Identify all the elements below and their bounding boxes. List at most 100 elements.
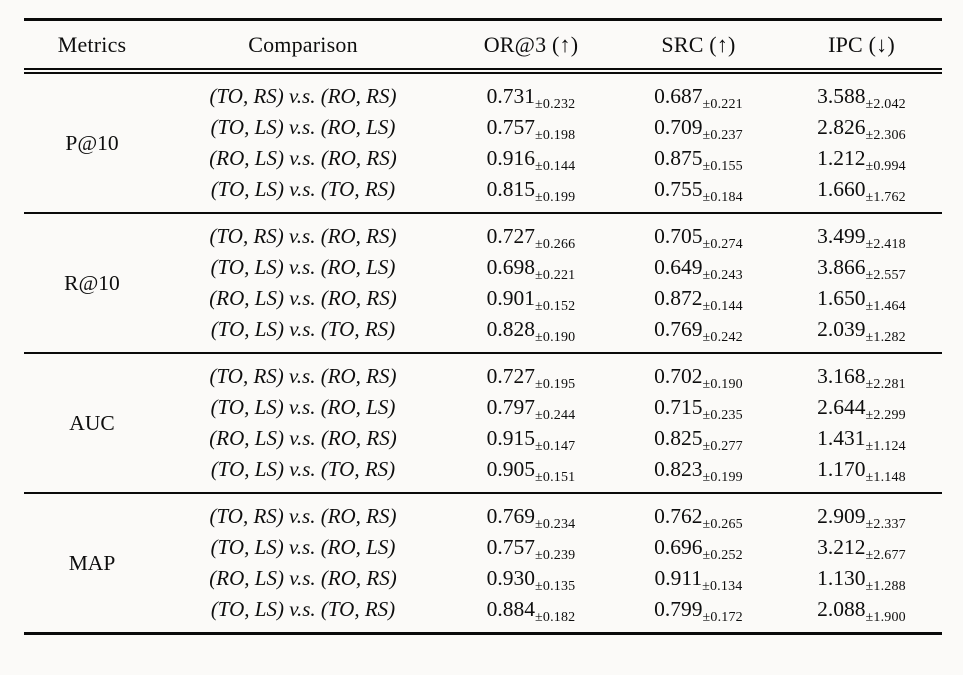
ipc-value-cell: 3.212±2.677 (781, 535, 942, 563)
comparison-cell: (TO, LS) v.s. (TO, RS) (210, 457, 396, 481)
ipc-value: 3.866 (817, 255, 866, 279)
src-value-cell: 0.911±0.134 (616, 566, 781, 594)
comparison-cell: (RO, LS) v.s. (RO, RS) (209, 146, 397, 170)
src-value-cell: 0.823±0.199 (616, 457, 781, 485)
src-value-cell: 0.715±0.235 (616, 395, 781, 423)
or3-std: ±0.234 (534, 517, 576, 532)
src-value: 0.872 (654, 286, 703, 310)
or3-value-cell: 0.727±0.266 (446, 224, 616, 252)
ipc-std: ±2.337 (865, 517, 906, 532)
or3-value-cell: 0.797±0.244 (446, 395, 616, 423)
metric-label: AUC (69, 410, 115, 435)
comparison-cell: (TO, LS) v.s. (TO, RS) (210, 597, 396, 621)
or3-value: 0.930 (486, 566, 535, 590)
ipc-std: ±2.306 (865, 128, 906, 143)
src-std: ±0.274 (702, 237, 743, 252)
comparison-cell: (TO, LS) v.s. (RO, LS) (210, 115, 396, 139)
src-std: ±0.144 (702, 299, 743, 314)
comparison-cell: (TO, LS) v.s. (RO, LS) (210, 255, 396, 279)
comparison-cell: (RO, LS) v.s. (RO, RS) (209, 426, 397, 450)
src-std: ±0.237 (702, 128, 743, 143)
ipc-std: ±1.124 (865, 439, 906, 454)
src-value-cell: 0.709±0.237 (616, 115, 781, 143)
results-table: Metrics Comparison OR@3 (↑) SRC (↑) IPC … (24, 18, 942, 635)
src-value: 0.875 (654, 146, 703, 170)
or3-std: ±0.239 (534, 548, 576, 563)
ipc-std: ±2.281 (865, 377, 906, 392)
src-std: ±0.235 (702, 408, 743, 423)
or3-value: 0.757 (486, 115, 535, 139)
ipc-value-cell: 1.212±0.994 (781, 146, 942, 174)
ipc-value: 1.170 (817, 457, 866, 481)
metric-group-r10: R@10 (TO, RS) v.s. (RO, RS) 0.727±0.266 … (24, 214, 942, 354)
src-value: 0.762 (654, 504, 703, 528)
ipc-std: ±1.288 (865, 579, 906, 594)
ipc-value-cell: 2.826±2.306 (781, 115, 942, 143)
src-value-cell: 0.687±0.221 (616, 84, 781, 112)
ipc-value: 3.168 (817, 364, 866, 388)
or3-std: ±0.147 (534, 439, 576, 454)
ipc-value-cell: 3.499±2.418 (781, 224, 942, 252)
src-value: 0.825 (654, 426, 703, 450)
ipc-value-cell: 1.650±1.464 (781, 286, 942, 314)
src-value: 0.715 (654, 395, 703, 419)
or3-value: 0.797 (486, 395, 535, 419)
ipc-value-cell: 1.431±1.124 (781, 426, 942, 454)
src-std: ±0.252 (702, 548, 743, 563)
or3-std: ±0.190 (534, 330, 576, 345)
src-std: ±0.134 (702, 579, 743, 594)
src-value: 0.705 (654, 224, 703, 248)
ipc-std: ±1.762 (865, 190, 906, 205)
or3-std: ±0.199 (534, 190, 576, 205)
ipc-value-cell: 2.909±2.337 (781, 504, 942, 532)
ipc-value-cell: 2.088±1.900 (781, 597, 942, 625)
ipc-value: 1.431 (817, 426, 866, 450)
or3-value: 0.757 (486, 535, 535, 559)
or3-std: ±0.182 (534, 610, 576, 625)
src-value-cell: 0.696±0.252 (616, 535, 781, 563)
src-value-cell: 0.755±0.184 (616, 177, 781, 205)
src-value-cell: 0.875±0.155 (616, 146, 781, 174)
or3-value: 0.901 (486, 286, 535, 310)
src-std: ±0.172 (702, 610, 743, 625)
ipc-value: 3.588 (817, 84, 866, 108)
or3-std: ±0.244 (534, 408, 576, 423)
metric-group-p10: P@10 (TO, RS) v.s. (RO, RS) 0.731±0.232 … (24, 74, 942, 214)
or3-value: 0.884 (486, 597, 535, 621)
metric-label: P@10 (65, 130, 119, 155)
or3-value-cell: 0.769±0.234 (446, 504, 616, 532)
or3-value: 0.727 (486, 364, 535, 388)
src-std: ±0.277 (702, 439, 743, 454)
table-header-row: Metrics Comparison OR@3 (↑) SRC (↑) IPC … (24, 21, 942, 74)
src-std: ±0.155 (702, 159, 743, 174)
ipc-std: ±2.677 (865, 548, 906, 563)
or3-value: 0.915 (486, 426, 535, 450)
or3-value-cell: 0.901±0.152 (446, 286, 616, 314)
header-ipc: IPC (↓) (828, 31, 895, 57)
or3-value: 0.905 (486, 457, 535, 481)
src-value-cell: 0.702±0.190 (616, 364, 781, 392)
ipc-std: ±2.042 (865, 97, 906, 112)
src-value: 0.911 (654, 566, 703, 590)
ipc-value-cell: 3.866±2.557 (781, 255, 942, 283)
ipc-value: 3.212 (817, 535, 866, 559)
comparison-cell: (TO, RS) v.s. (RO, RS) (209, 224, 397, 248)
src-value-cell: 0.762±0.265 (616, 504, 781, 532)
or3-std: ±0.135 (534, 579, 576, 594)
or3-std: ±0.221 (534, 268, 576, 283)
ipc-std: ±1.464 (865, 299, 906, 314)
or3-value: 0.727 (486, 224, 535, 248)
src-std: ±0.243 (702, 268, 743, 283)
src-value-cell: 0.799±0.172 (616, 597, 781, 625)
or3-value-cell: 0.698±0.221 (446, 255, 616, 283)
src-value: 0.687 (654, 84, 703, 108)
ipc-std: ±2.418 (865, 237, 906, 252)
comparison-cell: (TO, LS) v.s. (RO, LS) (210, 395, 396, 419)
or3-value-cell: 0.905±0.151 (446, 457, 616, 485)
or3-value-cell: 0.884±0.182 (446, 597, 616, 625)
comparison-cell: (RO, LS) v.s. (RO, RS) (209, 566, 397, 590)
ipc-value: 1.650 (817, 286, 866, 310)
ipc-std: ±0.994 (865, 159, 906, 174)
src-std: ±0.221 (702, 97, 743, 112)
